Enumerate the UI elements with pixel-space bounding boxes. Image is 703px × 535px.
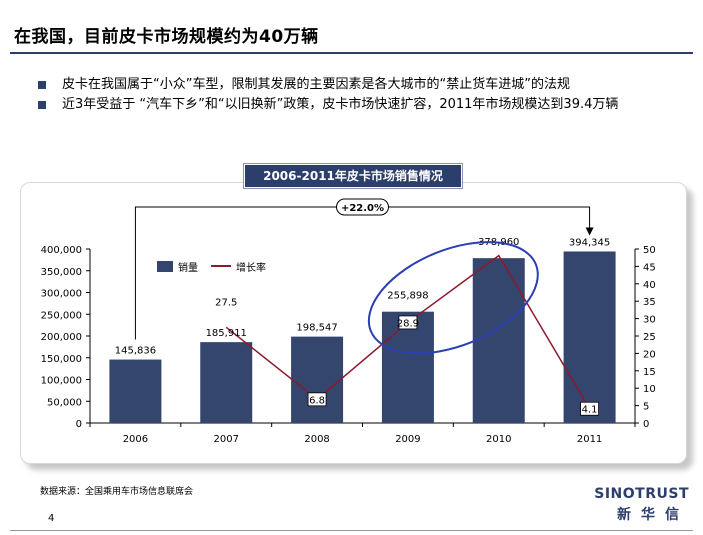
growth-label-box [398, 315, 418, 330]
growth-value-label: 48.1 [488, 246, 510, 257]
page-title: 在我国，目前皮卡市场规模约为40万辆 [14, 27, 319, 47]
legend-line-label: 增长率 [236, 261, 266, 274]
left-tick-label: 350,000 [41, 267, 82, 278]
bar [472, 258, 525, 423]
left-tick-label: 50,000 [47, 397, 82, 408]
bullet-text: 皮卡在我国属于“小众”车型，限制其发展的主要因素是各大城市的“禁止货车进城”的法… [62, 77, 570, 92]
bullet-text: 近3年受益于 “汽车下乡”和“以旧换新”政策，皮卡市场快速扩容，2011年市场规… [62, 97, 619, 112]
bullet-square-icon [38, 101, 46, 109]
bullet-list: 皮卡在我国属于“小众”车型，限制其发展的主要因素是各大城市的“禁止货车进城”的法… [38, 76, 678, 116]
growth-value-label: 27.5 [215, 297, 237, 308]
right-tick-label: 50 [643, 245, 656, 256]
bullet-square-icon [38, 81, 46, 89]
chart-title: 2006-2011年皮卡市场销售情况 [244, 164, 462, 188]
legend-bar-swatch [157, 261, 173, 272]
x-tick-label: 2006 [123, 434, 148, 445]
bar [291, 336, 344, 423]
left-tick-label: 0 [76, 419, 82, 430]
right-tick-label: 35 [643, 297, 656, 308]
legend-bar-label: 销量 [178, 261, 198, 274]
growth-label-box [307, 392, 327, 407]
left-tick-label: 400,000 [41, 245, 82, 256]
x-tick-label: 2010 [486, 434, 511, 445]
page-number: 4 [48, 513, 55, 524]
growth-value-label: 6.8 [309, 395, 325, 406]
logo-text-en: SINOTRUST [594, 486, 689, 502]
bullet-item: 皮卡在我国属于“小众”车型，限制其发展的主要因素是各大城市的“禁止货车进城”的法… [38, 76, 678, 94]
cagr-arrowhead [585, 227, 594, 236]
bar-value-label: 185,911 [206, 328, 247, 339]
left-tick-label: 300,000 [41, 289, 82, 300]
right-tick-label: 45 [643, 262, 656, 273]
bar [563, 251, 616, 423]
x-tick-label: 2008 [304, 434, 329, 445]
right-tick-label: 0 [643, 419, 649, 430]
growth-value-label: 4.1 [582, 405, 598, 416]
title-divider [10, 52, 693, 54]
sinotrust-logo: SINOTRUST 新华信 [594, 486, 689, 524]
left-tick-label: 150,000 [41, 354, 82, 365]
bar [381, 311, 434, 423]
data-source: 数据来源：全国乘用车市场信息联席会 [40, 487, 194, 497]
right-tick-label: 5 [643, 402, 649, 413]
growth-value-label: 28.9 [397, 318, 419, 329]
bar [200, 342, 253, 423]
logo-text-cn: 新华信 [617, 507, 689, 523]
bar-value-label: 394,345 [569, 237, 610, 248]
bar-value-label: 198,547 [296, 323, 337, 334]
cagr-label: +22.0% [341, 203, 384, 214]
highlight-ellipse [367, 241, 539, 355]
left-tick-label: 100,000 [41, 376, 82, 387]
growth-label-box [580, 401, 599, 416]
x-tick-label: 2007 [214, 434, 239, 445]
x-tick-label: 2009 [395, 434, 420, 445]
left-tick-label: 250,000 [41, 310, 82, 321]
cagr-badge [336, 198, 389, 216]
bullet-item: 近3年受益于 “汽车下乡”和“以旧换新”政策，皮卡市场快速扩容，2011年市场规… [38, 96, 678, 114]
right-tick-label: 25 [643, 332, 656, 343]
right-tick-label: 20 [643, 349, 656, 360]
footer-divider [10, 530, 693, 531]
left-tick-label: 200,000 [41, 332, 82, 343]
bar-value-label: 145,836 [115, 346, 156, 357]
right-tick-label: 30 [643, 315, 656, 326]
right-tick-label: 40 [643, 280, 656, 291]
right-tick-label: 15 [643, 367, 656, 378]
x-tick-label: 2011 [577, 434, 602, 445]
bar [109, 359, 162, 423]
right-tick-label: 10 [643, 384, 656, 395]
bar-value-label: 255,898 [387, 291, 428, 302]
